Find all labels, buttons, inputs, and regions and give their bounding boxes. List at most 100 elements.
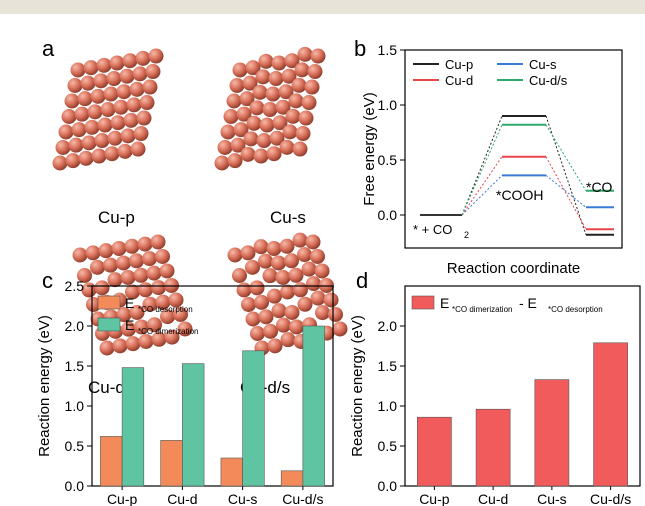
- y-tick-label: 0.5: [378, 438, 398, 454]
- bar-Cu-d/s: [280, 470, 304, 487]
- y-axis-title: Reaction energy (eV): [349, 315, 366, 457]
- cu-p-atom: [84, 119, 100, 135]
- cu-d-atom: [116, 255, 131, 271]
- bar-Cu-d/s: [302, 325, 325, 487]
- cu-s-atom: [230, 137, 246, 153]
- state-label-init-subscript: 2: [464, 230, 469, 240]
- cu-s-atom: [233, 122, 249, 138]
- cu-s-atom: [245, 60, 261, 76]
- cu-p-atom: [116, 84, 132, 100]
- cu-ds-atom: [250, 326, 265, 341]
- y-tick-label: 1.5: [378, 42, 398, 58]
- cu-ds-atom: [297, 247, 312, 263]
- y-tick-label: 0.0: [65, 478, 85, 494]
- cu-p-atom: [96, 57, 112, 73]
- cu-s-atom: [240, 146, 256, 162]
- cu-p-atom: [107, 130, 123, 146]
- free-energy-chart: 0.0 0.5 1.0 1.5 Free energy (eV) Reaction coo…: [361, 42, 623, 277]
- cu-s-atom: [291, 77, 307, 93]
- cu-ds-atom: [258, 309, 274, 325]
- panel-label-d: d: [356, 268, 369, 293]
- cu-ds-atom: [280, 332, 296, 348]
- x-tick-label: Cu-d: [478, 491, 508, 506]
- cu-p-atom: [117, 143, 133, 159]
- bar-Cu-s: [220, 457, 243, 487]
- legend-label-desorption: E: [125, 295, 134, 311]
- cu-ds-atom: [314, 263, 330, 279]
- cu-s-atom: [288, 93, 304, 109]
- cu-d-atom: [77, 268, 92, 283]
- cu-s-atom: [297, 46, 313, 62]
- cu-p-atom: [119, 68, 135, 84]
- cu-d-atom: [168, 292, 184, 308]
- cu-s-atom: [239, 91, 255, 107]
- legend-label-diff-sub2: *CO desorption: [548, 305, 603, 314]
- legend-label-Cu-p: Cu-p: [445, 57, 473, 72]
- cu-p-atom: [122, 53, 138, 69]
- cu-d-atom: [177, 321, 193, 337]
- legend-swatch-diff: [411, 295, 435, 310]
- plot-frame: [91, 285, 334, 487]
- cu-d-atom: [138, 282, 153, 298]
- cu-s-atom: [285, 108, 301, 124]
- cu-ds-atom: [310, 290, 326, 306]
- cu-d-atom: [107, 272, 123, 288]
- cu-p-atom: [83, 60, 99, 76]
- cu-ds-atom: [232, 268, 247, 283]
- state-label-cooh: *COOH: [496, 187, 543, 203]
- connector-Cu-d/s: [461, 124, 503, 216]
- cu-d-atom: [151, 331, 167, 347]
- y-axis-title: Free energy (eV): [361, 92, 378, 205]
- bar-Cu-p: [121, 367, 145, 487]
- cu-p-atom: [145, 64, 161, 80]
- cu-ds-atom: [241, 297, 256, 312]
- cu-ds-atom: [332, 321, 348, 337]
- cu-p-atom: [61, 109, 77, 124]
- cu-p-atom: [78, 150, 94, 166]
- cu-p-atom: [65, 153, 81, 169]
- cu-p-atom: [104, 146, 120, 162]
- cu-s-atom: [304, 79, 320, 95]
- cu-s-atom: [220, 124, 236, 140]
- cu-s-atom: [232, 62, 248, 78]
- cu-s-atom: [256, 133, 272, 149]
- structure-label-cu-d: Cu-d: [88, 378, 125, 397]
- cu-p-atom: [136, 110, 152, 126]
- cu-d-atom: [159, 263, 175, 279]
- cu-ds-atom: [245, 311, 261, 327]
- cu-s-atom: [258, 53, 274, 69]
- cu-p-atom: [70, 62, 86, 78]
- cu-d-atom: [164, 329, 180, 345]
- legend-label-Cu-s: Cu-s: [529, 57, 557, 72]
- cu-p-atom: [77, 91, 93, 107]
- cu-s-atom: [275, 99, 291, 115]
- cu-p-atom: [113, 99, 129, 115]
- cu-p-atom: [67, 78, 83, 93]
- x-tick-label: Cu-d/s: [282, 491, 323, 506]
- y-tick-label: 0.5: [65, 438, 85, 454]
- cu-s-atom: [284, 53, 300, 69]
- cu-s-atom: [278, 84, 294, 100]
- cu-s-atom: [266, 146, 282, 162]
- cu-s-atom: [242, 75, 258, 91]
- legend-label-desorption-subscript: *CO desorption: [138, 305, 193, 314]
- cu-p-atom: [91, 148, 107, 164]
- cu-d-atom: [124, 238, 140, 254]
- cu-d-atom: [98, 243, 114, 259]
- cu-ds-atom: [254, 294, 269, 310]
- cu-p-atom: [106, 71, 122, 87]
- cu-ds-atom: [275, 269, 291, 285]
- cu-s-atom: [223, 109, 239, 124]
- connector-Cu-d: [545, 156, 587, 230]
- cu-ds-atom: [292, 232, 308, 248]
- cu-ds-atom: [289, 319, 304, 335]
- cu-d-atom: [142, 251, 157, 267]
- cu-p-atom: [80, 75, 96, 91]
- y-tick-label: 0.5: [378, 152, 398, 168]
- cu-ds-atom: [271, 255, 286, 271]
- cu-p-atom: [110, 115, 126, 131]
- cu-ds-atom: [301, 261, 317, 277]
- cu-s-atom: [236, 106, 252, 122]
- cu-ds-atom: [297, 296, 313, 312]
- cu-d-atom: [125, 336, 141, 352]
